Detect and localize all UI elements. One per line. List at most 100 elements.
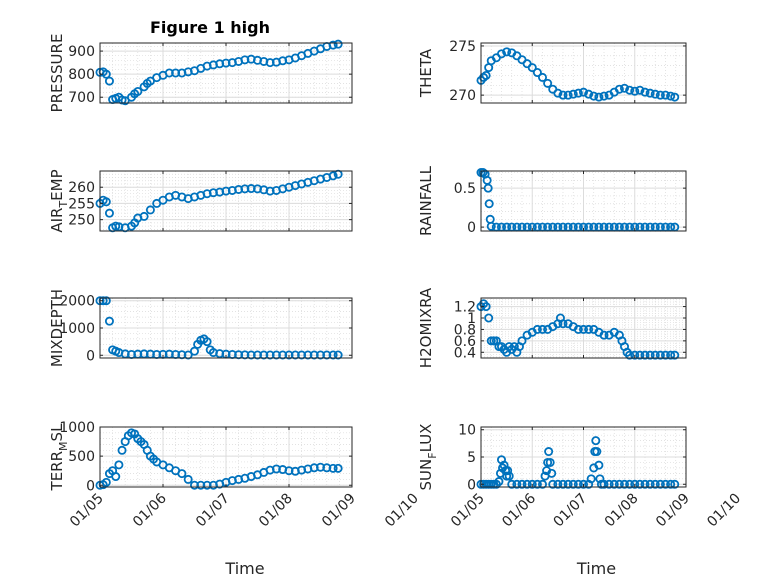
data-point xyxy=(183,474,193,484)
y-tick-label: 250 xyxy=(68,213,95,229)
data-point xyxy=(640,350,650,360)
data-point xyxy=(573,479,583,489)
data-point xyxy=(517,336,527,346)
y-tick-label: 255 xyxy=(68,196,95,212)
y-tick-label: 2000 xyxy=(59,294,95,310)
y-axis-label-subscript: F xyxy=(426,452,439,458)
data-point xyxy=(558,479,568,489)
data-point xyxy=(586,474,596,484)
y-tick-label: 700 xyxy=(68,90,95,106)
y-axis-label-main: AIR xyxy=(48,208,66,233)
data-point xyxy=(620,479,630,489)
data-point xyxy=(333,350,343,360)
data-point xyxy=(614,479,624,489)
data-point xyxy=(655,350,665,360)
data-point xyxy=(532,68,542,78)
y-tick-label: 5 xyxy=(467,450,476,466)
data-point xyxy=(333,463,343,473)
data-point xyxy=(645,88,655,98)
data-point xyxy=(496,49,506,59)
data-point xyxy=(645,479,655,489)
x-axis-label: Time xyxy=(224,559,264,578)
data-point xyxy=(661,90,671,100)
data-point xyxy=(594,460,604,470)
data-point xyxy=(635,479,645,489)
data-point xyxy=(568,89,578,99)
data-point xyxy=(670,350,680,360)
data-point xyxy=(655,479,665,489)
data-point xyxy=(486,221,496,231)
data-point xyxy=(111,472,121,482)
data-point xyxy=(297,350,307,360)
data-point xyxy=(527,63,537,73)
y-tick-label: 260 xyxy=(68,180,95,196)
data-point xyxy=(666,350,676,360)
data-point xyxy=(650,479,660,489)
data-point xyxy=(328,171,338,181)
data-point xyxy=(503,466,513,476)
data-point xyxy=(589,91,599,101)
data-point xyxy=(650,89,660,99)
chart-title: Figure 1 high xyxy=(150,18,270,37)
data-point xyxy=(252,350,262,360)
data-point xyxy=(558,319,568,329)
data-point xyxy=(635,350,645,360)
data-point xyxy=(538,324,548,334)
data-point xyxy=(630,86,640,96)
data-point xyxy=(553,479,563,489)
data-point xyxy=(278,350,288,360)
data-point xyxy=(579,87,589,97)
data-point xyxy=(104,208,114,218)
y-tick-label: 800 xyxy=(68,67,95,83)
data-point xyxy=(573,324,583,334)
data-point xyxy=(532,324,542,334)
data-point xyxy=(625,85,635,95)
data-point xyxy=(592,447,602,457)
data-point xyxy=(548,479,558,489)
y-tick-label: 0 xyxy=(467,477,476,493)
data-point xyxy=(573,88,583,98)
y-axis-label: TERRMSL xyxy=(48,423,70,492)
data-point xyxy=(538,72,548,82)
data-point xyxy=(599,330,609,340)
y-tick-label: 900 xyxy=(68,44,95,60)
data-point xyxy=(183,350,193,360)
data-point xyxy=(494,477,504,487)
data-point xyxy=(640,87,650,97)
y-axis-label: SUNFLUX xyxy=(417,424,439,491)
data-point xyxy=(502,47,512,57)
y-axis-label: MIXDEPTH xyxy=(48,289,66,367)
y-axis-label: THETA xyxy=(417,48,435,98)
data-point xyxy=(666,91,676,101)
data-point xyxy=(133,86,143,96)
y-tick-label: 270 xyxy=(449,88,476,104)
data-point xyxy=(568,479,578,489)
y-axis-label-main: SUN xyxy=(417,459,435,491)
y-tick-label: 0.6 xyxy=(454,334,476,350)
y-tick-label: 1000 xyxy=(59,420,95,436)
data-point xyxy=(101,197,111,207)
data-point xyxy=(538,479,548,489)
data-point xyxy=(594,92,604,102)
data-point xyxy=(481,70,491,80)
data-point xyxy=(328,350,338,360)
data-point xyxy=(543,78,553,88)
y-tick-label: 1 xyxy=(467,311,476,327)
data-point xyxy=(177,469,187,479)
y-axis-label: AIRTEMP xyxy=(48,169,70,232)
data-point xyxy=(512,479,522,489)
y-tick-label: 1000 xyxy=(59,321,95,337)
data-point xyxy=(189,346,199,356)
data-point xyxy=(666,479,676,489)
data-point xyxy=(504,471,514,481)
data-point xyxy=(591,436,601,446)
data-point xyxy=(202,480,212,490)
data-point xyxy=(104,76,114,86)
data-point xyxy=(670,92,680,102)
data-point xyxy=(544,447,554,457)
data-point xyxy=(640,479,650,489)
data-point xyxy=(145,205,155,215)
y-tick-label: 0 xyxy=(467,220,476,236)
y-tick-label: 0 xyxy=(86,348,95,364)
